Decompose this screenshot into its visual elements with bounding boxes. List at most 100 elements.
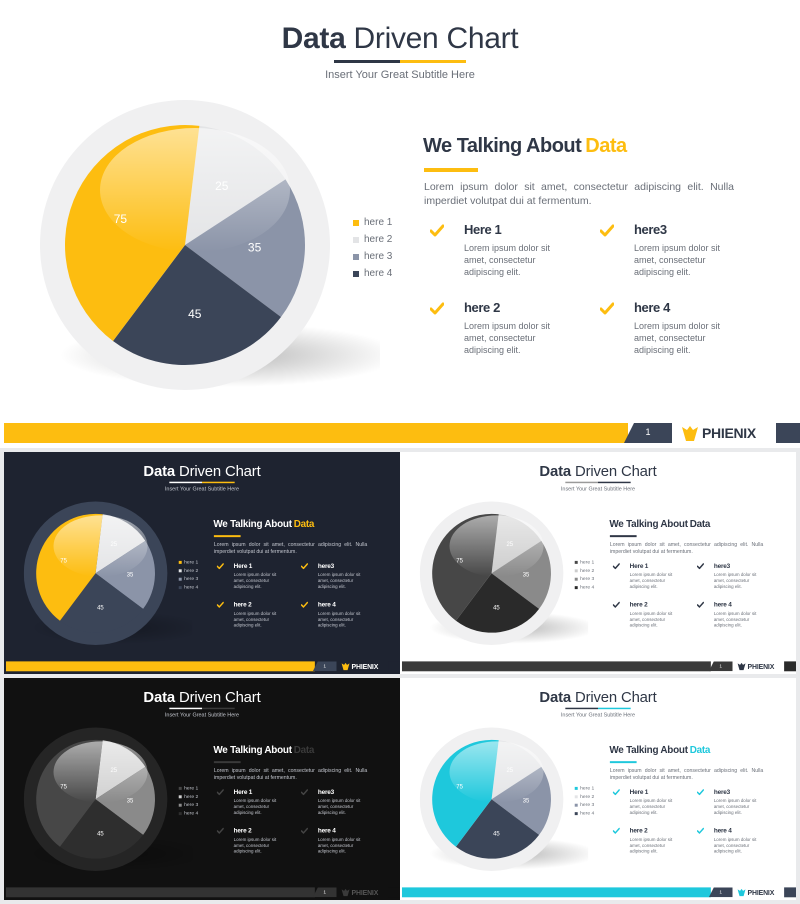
legend-swatch: [178, 803, 182, 807]
feature-text: Lorem ipsum dolor sit amet, consectetur …: [317, 610, 361, 628]
heading-underline: [609, 535, 637, 538]
slide-thumbnail-light-cyan[interactable]: Data Driven Chart Insert Your Great Subt…: [400, 678, 796, 900]
legend-label: here 2: [184, 793, 199, 800]
legend-swatch: [353, 270, 359, 277]
feature-text: Lorem ipsum dolor sit amet, consectetur …: [233, 610, 277, 628]
slice-value-label: 35: [523, 572, 530, 578]
feature-title: here 4: [317, 826, 336, 834]
checkmark-icon: [612, 827, 620, 834]
chart-legend: here 1 here 2 here 3 here 4: [178, 558, 198, 592]
legend-item: here 3: [353, 248, 392, 265]
legend-swatch: [178, 585, 182, 589]
slice-value-label: 25: [110, 768, 117, 774]
slide-content: Data Driven Chart Insert Your Great Subt…: [0, 0, 800, 448]
pie-highlight: [53, 741, 148, 803]
slice-value-label: 75: [456, 558, 463, 564]
pie-chart: 25 35 45 75: [23, 727, 193, 872]
slice-value-label: 75: [114, 212, 128, 226]
checkmark-icon: [430, 224, 444, 237]
feature-text: Lorem ipsum dolor sit amet, consectetur …: [464, 321, 551, 355]
slice-value-label: 45: [493, 831, 500, 837]
phoenix-logo-icon: [737, 888, 746, 897]
feature-title: here 2: [629, 600, 648, 608]
checkmark-icon: [216, 563, 224, 570]
feature-text: Lorem ipsum dolor sit amet, consectetur …: [317, 836, 361, 854]
section-heading: We Talking AboutData: [609, 744, 711, 756]
slide-content: Data Driven Chart Insert Your Great Subt…: [400, 678, 796, 900]
slide-subtitle: Insert Your Great Subtitle Here: [325, 69, 475, 81]
phoenix-logo-icon: [341, 888, 350, 897]
pie-highlight: [100, 128, 290, 252]
slice-value-label: 35: [127, 572, 134, 578]
section-description: Lorem ipsum dolor sit amet, consectetur …: [609, 767, 764, 781]
feature-text: Lorem ipsum dolor sit amet, consectetur …: [233, 798, 277, 816]
legend-label: here 4: [580, 810, 595, 817]
slice-value-label: 35: [127, 798, 134, 804]
slice-value-label: 45: [97, 605, 104, 611]
feature-title: here 2: [233, 826, 252, 834]
pie-chart: 25 35 45 75: [40, 100, 380, 390]
legend-label: here 1: [364, 217, 393, 228]
footer-end-block: [776, 423, 800, 443]
slide-thumbnail-light-gray[interactable]: Data Driven Chart Insert Your Great Subt…: [400, 452, 796, 674]
legend-label: here 1: [184, 785, 199, 791]
legend-item: here 1: [353, 214, 392, 231]
feature-text: Lorem ipsum dolor sit amet, consectetur …: [629, 610, 673, 628]
legend-item: here 1: [574, 784, 595, 792]
legend-swatch: [574, 560, 578, 564]
checkmark-icon: [216, 827, 224, 834]
legend-item: here 4: [353, 265, 392, 282]
phoenix-logo-icon: [737, 662, 746, 671]
footer-end-block: [388, 661, 400, 672]
feature-title: here 4: [713, 826, 732, 834]
chart-legend: here 1 here 2 here 3 here 4: [574, 558, 595, 592]
legend-swatch: [574, 569, 578, 573]
slide-thumbnail-dark-yellow[interactable]: Data Driven Chart Insert Your Great Subt…: [4, 452, 400, 674]
slide-title: Data Driven Chart: [539, 462, 657, 480]
feature-text: Lorem ipsum dolor sit amet, consectetur …: [464, 243, 551, 277]
page-number: 1: [312, 887, 337, 898]
legend-swatch: [574, 577, 578, 581]
brand-logo: PHIENIX: [682, 424, 756, 442]
slide-thumbnail-dark-gray[interactable]: Data Driven Chart Insert Your Great Subt…: [4, 678, 400, 900]
legend-label: here 2: [580, 793, 595, 800]
footer-end-block: [784, 661, 796, 672]
legend-item: here 1: [574, 558, 595, 566]
checkmark-icon: [697, 789, 704, 796]
heading-underline: [213, 761, 241, 764]
checkmark-icon: [301, 827, 308, 834]
phoenix-logo-icon: [682, 425, 698, 441]
feature-title: here3: [634, 222, 667, 237]
legend-label: here 1: [580, 785, 595, 791]
slice-value-label: 35: [248, 240, 262, 254]
legend-label: here 1: [580, 559, 595, 565]
feature-title: here3: [317, 561, 335, 570]
footer-accent-bar: [4, 423, 628, 443]
legend-swatch: [574, 585, 578, 589]
pie-slice-here-4: [59, 799, 144, 859]
feature-text: Lorem ipsum dolor sit amet, consectetur …: [629, 572, 673, 590]
slide-title: Data Driven Chart: [281, 22, 519, 55]
checkmark-icon: [600, 224, 614, 237]
legend-item: here 3: [574, 575, 594, 583]
slide-title: Data Driven Chart: [143, 462, 261, 480]
footer-accent-bar: [401, 661, 711, 672]
feature-title: here 4: [713, 600, 732, 608]
legend-item: here 2: [574, 566, 594, 574]
slice-value-label: 25: [110, 542, 117, 548]
legend-swatch: [574, 811, 578, 815]
slide-subtitle: Insert Your Great Subtitle Here: [560, 712, 636, 719]
checkmark-icon: [697, 601, 704, 608]
legend-swatch: [178, 786, 182, 790]
feature-title: here3: [713, 561, 731, 570]
feature-title: here3: [317, 787, 335, 796]
legend-swatch: [574, 803, 578, 807]
slice-value-label: 25: [506, 542, 513, 548]
section-heading: We Talking AboutData: [213, 518, 315, 530]
page-number: 1: [624, 423, 672, 443]
checkmark-icon: [301, 789, 308, 796]
pie-highlight: [449, 741, 544, 803]
main-slide[interactable]: Data Driven Chart Insert Your Great Subt…: [0, 0, 800, 448]
slide-title: Data Driven Chart: [539, 688, 657, 706]
section-heading: We Talking AboutData: [609, 518, 711, 530]
